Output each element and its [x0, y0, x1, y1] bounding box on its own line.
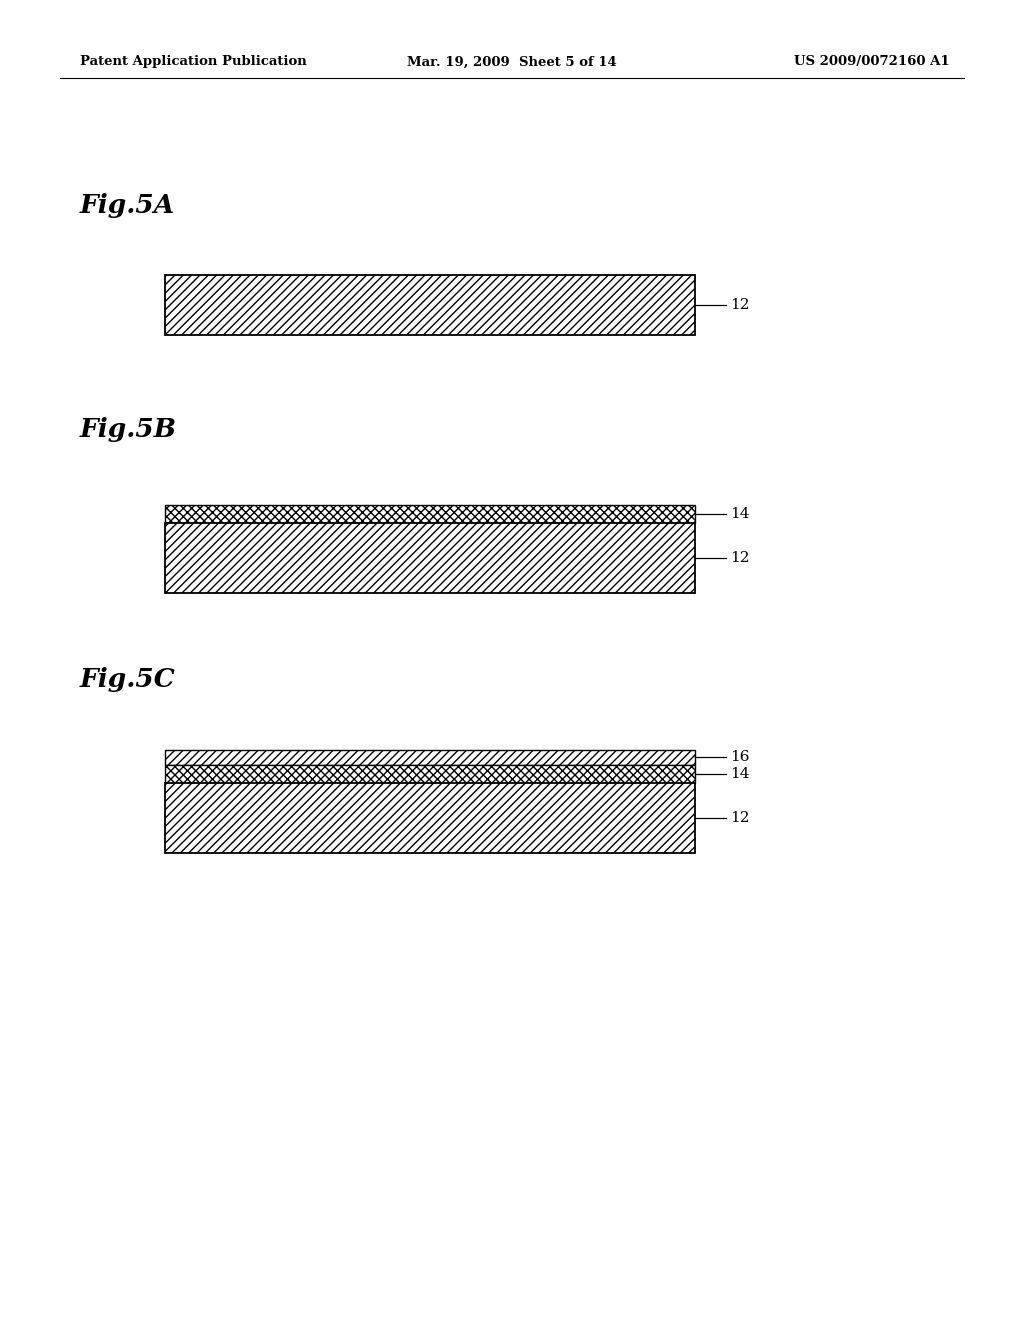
- Bar: [165, 783, 695, 853]
- Bar: [165, 506, 695, 523]
- Text: US 2009/0072160 A1: US 2009/0072160 A1: [795, 55, 950, 69]
- Text: 14: 14: [730, 767, 750, 781]
- Bar: [165, 750, 695, 766]
- Text: Fig.5B: Fig.5B: [80, 417, 177, 442]
- Text: Mar. 19, 2009  Sheet 5 of 14: Mar. 19, 2009 Sheet 5 of 14: [408, 55, 616, 69]
- Text: Fig.5A: Fig.5A: [80, 193, 175, 218]
- Bar: [165, 275, 695, 335]
- Text: Fig.5C: Fig.5C: [80, 668, 176, 693]
- Text: 12: 12: [730, 810, 750, 825]
- Text: 12: 12: [730, 550, 750, 565]
- Bar: [165, 523, 695, 593]
- Bar: [165, 766, 695, 783]
- Text: 12: 12: [730, 298, 750, 312]
- Text: Patent Application Publication: Patent Application Publication: [80, 55, 307, 69]
- Text: 14: 14: [730, 507, 750, 521]
- Text: 16: 16: [730, 750, 750, 764]
